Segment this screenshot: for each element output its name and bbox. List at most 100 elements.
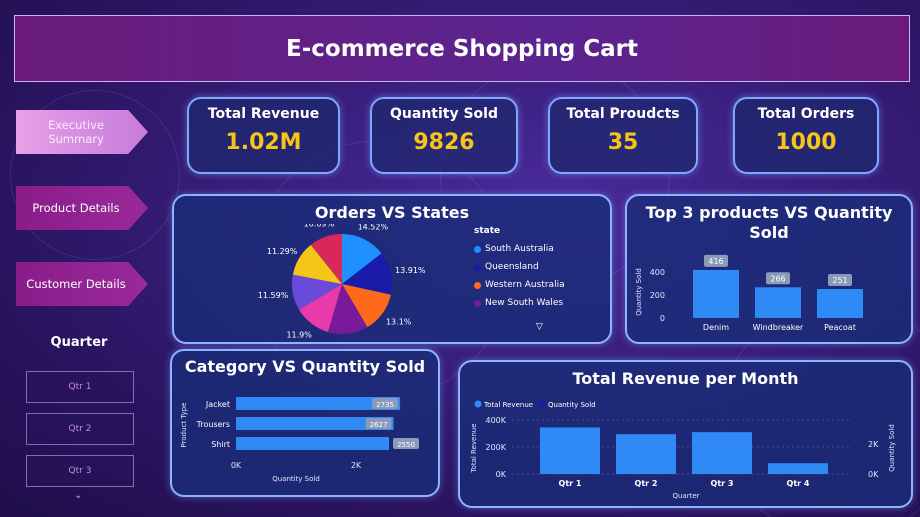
y-tick-label: 0K: [496, 470, 507, 479]
pie-slice: [310, 234, 342, 284]
bar-data-label: 251: [832, 276, 847, 285]
x-axis-label: Quarter: [672, 492, 699, 500]
x-tick-label: Qtr 1: [559, 479, 582, 488]
chevron-down-icon[interactable]: ⌄: [74, 490, 83, 501]
category-bar-chart: Product Type Jacket 2735 Trousers 2627 Shirt 2…: [180, 397, 419, 483]
x-axis-label: Quantity Sold: [272, 475, 320, 483]
quarter-option-qtr1[interactable]: Qtr 1: [26, 371, 134, 403]
kpi-title: Total Revenue: [207, 106, 320, 122]
orders-vs-states-panel: Orders VS States 14.52%13.91%13.1%13%11.…: [172, 194, 612, 344]
legend-item[interactable]: New South Wales: [474, 298, 563, 308]
nav-product-details-button[interactable]: Product Details: [16, 186, 148, 230]
kpi-title: Total Orders: [757, 106, 855, 122]
chart-title: Top 3 products VS Quantity Sold: [645, 203, 893, 242]
legend-more-caret-icon[interactable]: ▽: [536, 322, 543, 332]
nav-label: Product Details: [32, 201, 120, 215]
kpi-card-total-orders: Total Orders 1000: [733, 97, 879, 174]
quarter-option-qtr3[interactable]: Qtr 3: [26, 455, 134, 487]
legend-label: Western Australia: [485, 280, 565, 290]
dashboard-header: E-commerce Shopping Cart: [14, 15, 910, 82]
y-axis-label: Product Type: [180, 403, 188, 448]
nav-customer-details-button[interactable]: Customer Details: [16, 262, 148, 306]
quarter-option-qtr2[interactable]: Qtr 2: [26, 413, 134, 445]
legend-label: New South Wales: [485, 298, 564, 308]
revenue-per-month-panel: Total Revenue per Month Total Revenue Qua…: [458, 360, 913, 508]
legend-dot-icon: [538, 400, 546, 408]
data-label-box: [393, 438, 419, 449]
legend-dot-icon: [474, 263, 481, 271]
nav-label: Customer Details: [26, 277, 126, 291]
pie-data-label: 11.59%: [258, 291, 289, 300]
pie-slice: [342, 253, 392, 295]
bar-data-label: 2550: [397, 441, 415, 449]
y-right-tick-label: 0K: [868, 470, 879, 479]
bar: [236, 437, 389, 450]
kpi-value: 35: [607, 130, 639, 155]
y-tick-label: 0: [660, 314, 665, 323]
data-label-box: [828, 273, 852, 286]
legend-item[interactable]: Western Australia: [474, 280, 565, 290]
kpi-card-total-revenue: Total Revenue 1.02M: [187, 97, 340, 174]
nav-executive-summary-button[interactable]: Executive Summary: [16, 110, 148, 154]
y-tick-label: 200: [650, 291, 665, 300]
bar-data-label: 416: [708, 257, 723, 266]
data-label-box: [704, 254, 728, 267]
legend-dot-icon: [474, 299, 481, 307]
chart-title: Category VS Quantity Sold: [184, 357, 426, 376]
quarter-slicer-title: Quarter: [50, 335, 108, 350]
kpi-card-total-products: Total Proudcts 35: [548, 97, 698, 174]
top3-bar-chart: Quantity Sold 0 200 400 416 Denim 266 Windbreak…: [635, 254, 863, 332]
y-tick-label: 400: [650, 268, 665, 277]
pie-slice: [342, 234, 382, 284]
legend-label: Quantity Sold: [548, 401, 596, 409]
bar: [692, 432, 752, 474]
pie-data-label: 13.91%: [395, 266, 426, 275]
legend-item[interactable]: South Australia: [474, 244, 554, 254]
x-tick-label: Peacoat: [824, 323, 856, 332]
pie-slice: [327, 284, 368, 334]
x-tick-label: Qtr 4: [787, 479, 810, 488]
x-tick-label: Qtr 2: [635, 479, 658, 488]
legend-title: state: [474, 226, 501, 236]
x-tick-label: 2K: [351, 461, 362, 470]
legend-label: Queensland: [485, 262, 539, 272]
category-quantity-panel: Category VS Quantity Sold Product Type Ja…: [170, 349, 440, 497]
kpi-card-quantity-sold: Quantity Sold 9826: [370, 97, 518, 174]
legend-label: South Australia: [485, 244, 554, 254]
category-label: Jacket: [205, 400, 230, 409]
pie-data-label: 11.29%: [267, 247, 298, 256]
chart-title: Orders VS States: [314, 203, 470, 222]
legend-dot-icon: [474, 400, 482, 408]
kpi-value: 9826: [413, 130, 475, 155]
pie-slice: [292, 274, 342, 310]
x-tick-label: Qtr 3: [711, 479, 734, 488]
bar: [616, 434, 676, 474]
bar: [768, 463, 828, 474]
top3-products-panel: Top 3 products VS Quantity Sold Quantity…: [625, 194, 913, 344]
category-label: Shirt: [211, 440, 230, 449]
legend-item[interactable]: Queensland: [474, 262, 539, 272]
y-axis-label: Quantity Sold: [635, 268, 643, 316]
orders-pie-chart: 14.52%13.91%13.1%13%11.9%11.59%11.29%10.…: [258, 224, 426, 344]
legend-dot-icon: [474, 245, 481, 253]
pie-slice: [292, 244, 342, 284]
revenue-bar-chart: Total Revenue Quantity Sold Total Revenue 0…: [470, 400, 896, 500]
bar: [693, 269, 739, 318]
bar-data-label: 266: [770, 274, 785, 283]
nav-label: Executive Summary: [48, 118, 104, 146]
y-right-axis-label: Quantity Sold: [888, 424, 896, 472]
page-title: E-commerce Shopping Cart: [286, 35, 638, 62]
data-label-box: [372, 398, 399, 409]
pie-data-label: 14.52%: [358, 224, 389, 232]
category-label: Trousers: [196, 420, 230, 429]
legend-dot-icon: [474, 281, 481, 289]
x-tick-label: Windbreaker: [753, 323, 804, 332]
y-tick-label: 200K: [485, 443, 506, 452]
y-right-tick-label: 2K: [868, 440, 879, 449]
chart-title: Total Revenue per Month: [572, 369, 799, 388]
bar: [236, 417, 394, 430]
pie-slice: [342, 284, 391, 328]
bar-data-label: 2627: [370, 421, 388, 429]
x-tick-label: Denim: [703, 323, 729, 332]
x-tick-label: 0K: [231, 461, 242, 470]
